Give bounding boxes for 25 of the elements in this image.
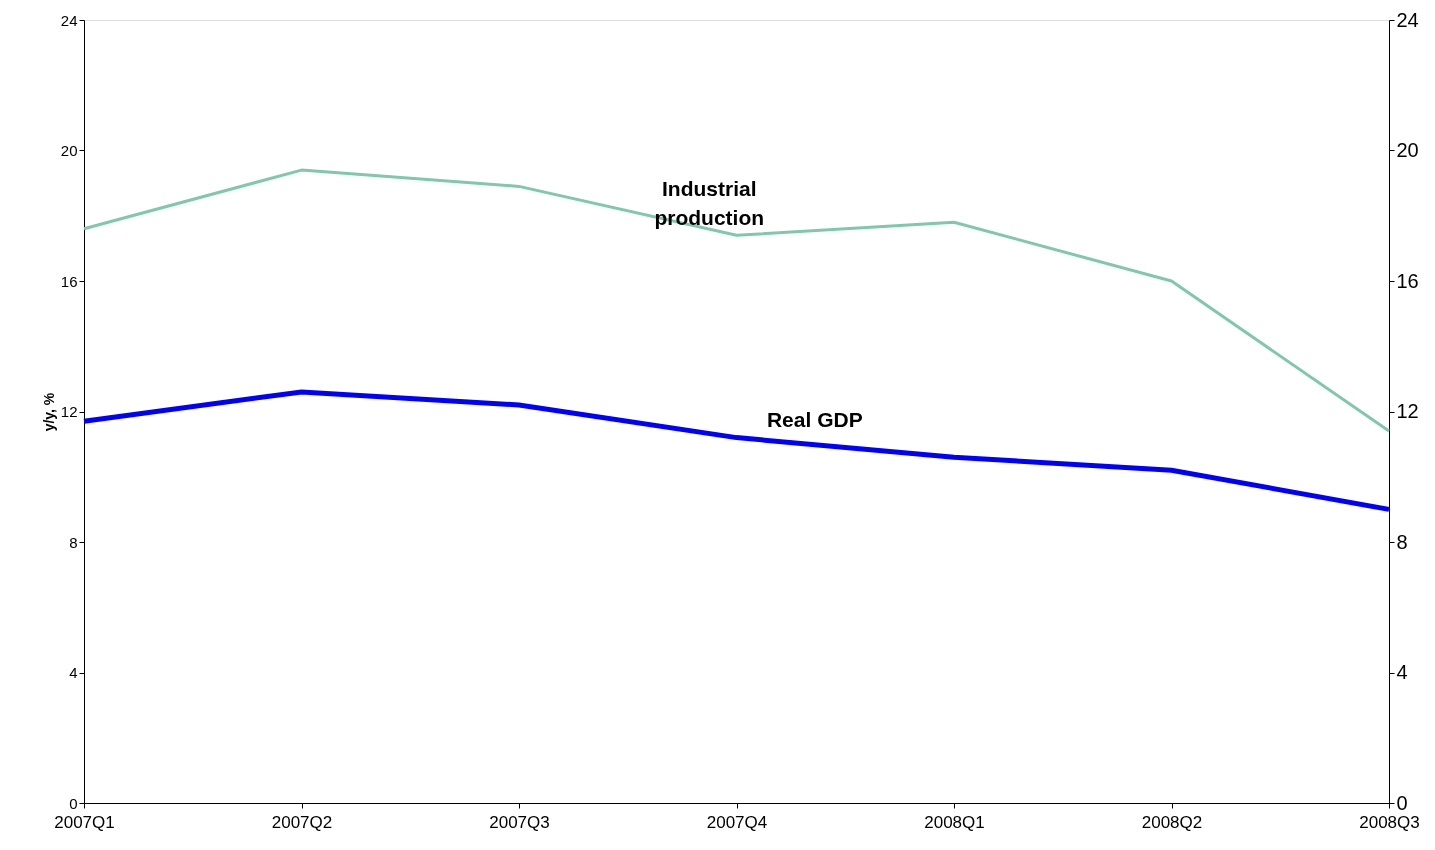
x-tick-label: 2008Q1 <box>924 812 985 832</box>
y2-tick-label: 4 <box>1396 661 1408 683</box>
x-tick-label: 2007Q1 <box>54 812 115 832</box>
y-tick-label: 8 <box>69 533 78 551</box>
line-series <box>82 168 1391 433</box>
y2-tick-label: 24 <box>1396 8 1419 31</box>
y2-tick-label: 16 <box>1396 269 1419 292</box>
y2-tick-label: 8 <box>1396 530 1408 553</box>
y2-tick-label: 20 <box>1396 139 1419 161</box>
x-tick-label: 2007Q3 <box>489 812 550 832</box>
y-tick-label: 0 <box>69 794 78 812</box>
series-label: Real GDP <box>766 407 863 431</box>
y-tick-label: 20 <box>60 142 78 159</box>
y-tick-label: 24 <box>60 11 78 29</box>
y2-tick-label: 12 <box>1396 400 1419 422</box>
y2-tick-label: 0 <box>1396 791 1408 814</box>
y-tick-label: 16 <box>60 272 78 290</box>
x-tick-label: 2007Q4 <box>706 812 768 832</box>
x-tick-label: 2008Q2 <box>1141 812 1203 832</box>
x-tick-label: 2007Q2 <box>271 812 333 832</box>
series-label: Industrial production <box>654 176 765 229</box>
y-axis-title: y/y, % <box>40 392 57 432</box>
y-tick-label: 12 <box>60 403 78 420</box>
x-tick-label: 2008Q3 <box>1359 812 1420 832</box>
y-tick-label: 4 <box>69 664 78 681</box>
